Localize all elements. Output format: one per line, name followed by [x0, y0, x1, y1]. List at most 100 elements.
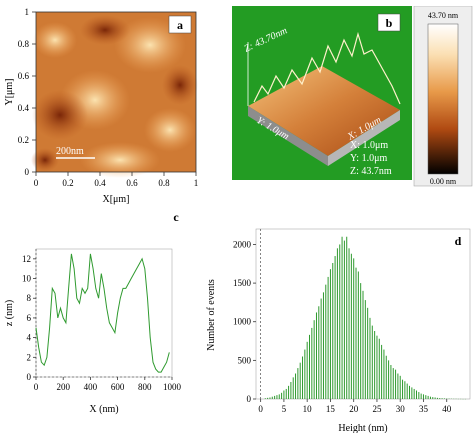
x-tick-label: 20: [349, 404, 359, 414]
histogram-bar: [288, 386, 289, 399]
histogram-bar: [425, 395, 426, 399]
histogram-bar: [304, 350, 305, 399]
histogram-bar: [409, 386, 410, 399]
histogram-bar: [439, 398, 440, 399]
panel-b-letter: b: [386, 16, 393, 30]
x-tick-label: 0.4: [94, 178, 106, 188]
histogram-bar: [290, 382, 291, 399]
histogram-bar: [372, 326, 373, 399]
histogram-bar: [316, 312, 317, 399]
color-bar-max: 43.70 nm: [428, 11, 459, 20]
y-tick-label: 0: [27, 372, 32, 382]
histogram-bar: [281, 393, 282, 399]
histogram-bar: [363, 291, 364, 399]
x-tick-label: 600: [111, 382, 125, 392]
color-bar-min: 0.00 nm: [430, 177, 457, 186]
histogram-bar: [379, 339, 380, 399]
histogram-bar: [356, 268, 357, 399]
x-tick-label: 40: [442, 404, 452, 414]
histogram-bar: [428, 396, 429, 399]
histogram-bar: [437, 398, 438, 399]
histogram-bar: [376, 336, 377, 399]
y-tick-label: 0.6: [18, 71, 30, 81]
histogram-bar: [402, 380, 403, 399]
x-tick-label: 400: [84, 382, 98, 392]
panel-d-letter: d: [455, 234, 462, 248]
histogram-bar: [344, 241, 345, 399]
y-tick-label: 12: [22, 254, 31, 264]
y-tick-label: 2: [27, 352, 32, 362]
panel-d-plot-area: [256, 229, 470, 399]
y-tick-label: 1: [25, 7, 30, 17]
x-tick-label: 0: [258, 404, 263, 414]
histogram-bar: [332, 263, 333, 399]
y-tick-label: 0.4: [18, 103, 30, 113]
x-tick-label: 5: [282, 404, 287, 414]
histogram-bar: [390, 365, 391, 399]
histogram-bar: [400, 376, 401, 399]
histogram-bar: [404, 381, 405, 399]
y-tick-label: 8: [27, 293, 32, 303]
histogram-bar: [374, 331, 375, 399]
panel-b: Z: 43.70nm Y: 1.0μm X: 1.0μm X: 1.0μm Y:…: [232, 6, 474, 192]
histogram-bar: [325, 285, 326, 399]
histogram-bar: [367, 308, 368, 399]
histogram-bar: [388, 360, 389, 399]
histogram-bar: [286, 389, 287, 399]
histogram-bar: [309, 335, 310, 399]
y-tick-label: 0: [25, 167, 30, 177]
y-tick-label: 0.2: [18, 135, 29, 145]
histogram-bar: [269, 397, 270, 399]
x-tick-label: 35: [419, 404, 429, 414]
scale-bar-label: 200nm: [56, 146, 84, 157]
histogram-bar: [321, 299, 322, 399]
x-tick-label: 800: [138, 382, 152, 392]
histogram-bar: [279, 394, 280, 399]
histogram-bar: [418, 392, 419, 399]
histogram-bar: [397, 374, 398, 400]
histogram-bar: [339, 244, 340, 399]
y-tick-label: 6: [27, 313, 32, 323]
histogram-bar: [342, 237, 343, 399]
dim-y: Y: 1.0μm: [350, 153, 387, 164]
histogram-bar: [265, 398, 266, 399]
histogram-bar: [435, 397, 436, 399]
histogram-bar: [330, 269, 331, 399]
afm-3d-view: Z: 43.70nm Y: 1.0μm X: 1.0μm X: 1.0μm Y:…: [232, 6, 412, 180]
histogram-bar: [353, 258, 354, 399]
histogram-bar: [369, 318, 370, 399]
y-tick-label: 0.8: [18, 39, 30, 49]
panel-a-xlabel: X[μm]: [102, 194, 129, 205]
histogram-bar: [421, 394, 422, 399]
histogram-bar: [381, 345, 382, 399]
histogram-bar: [411, 387, 412, 399]
histogram-bar: [314, 320, 315, 399]
histogram-bar: [300, 363, 301, 399]
histogram-bar: [302, 357, 303, 400]
x-tick-label: 30: [396, 404, 406, 414]
histogram-bar: [337, 248, 338, 399]
x-tick-label: 15: [326, 404, 336, 414]
profile-line: [36, 254, 169, 372]
histogram-bar: [274, 396, 275, 399]
y-tick-label: 1000: [233, 317, 252, 327]
y-tick-label: 1500: [233, 278, 252, 288]
x-tick-label: 0.8: [158, 178, 170, 188]
histogram-bar: [395, 370, 396, 399]
dim-z: Z: 43.7nm: [350, 166, 392, 177]
panel-b-svg: Z: 43.70nm Y: 1.0μm X: 1.0μm X: 1.0μm Y:…: [232, 6, 474, 192]
histogram-bar: [414, 389, 415, 399]
x-tick-label: 1: [194, 178, 199, 188]
panel-a-ylabel: Y[μm]: [4, 78, 15, 105]
histogram-bar: [386, 356, 387, 399]
color-bar: 43.70 nm 0.00 nm: [414, 6, 472, 186]
histogram-bar: [328, 277, 329, 399]
histogram-bar: [267, 398, 268, 399]
histogram-bar: [276, 395, 277, 399]
x-tick-label: 10: [303, 404, 313, 414]
